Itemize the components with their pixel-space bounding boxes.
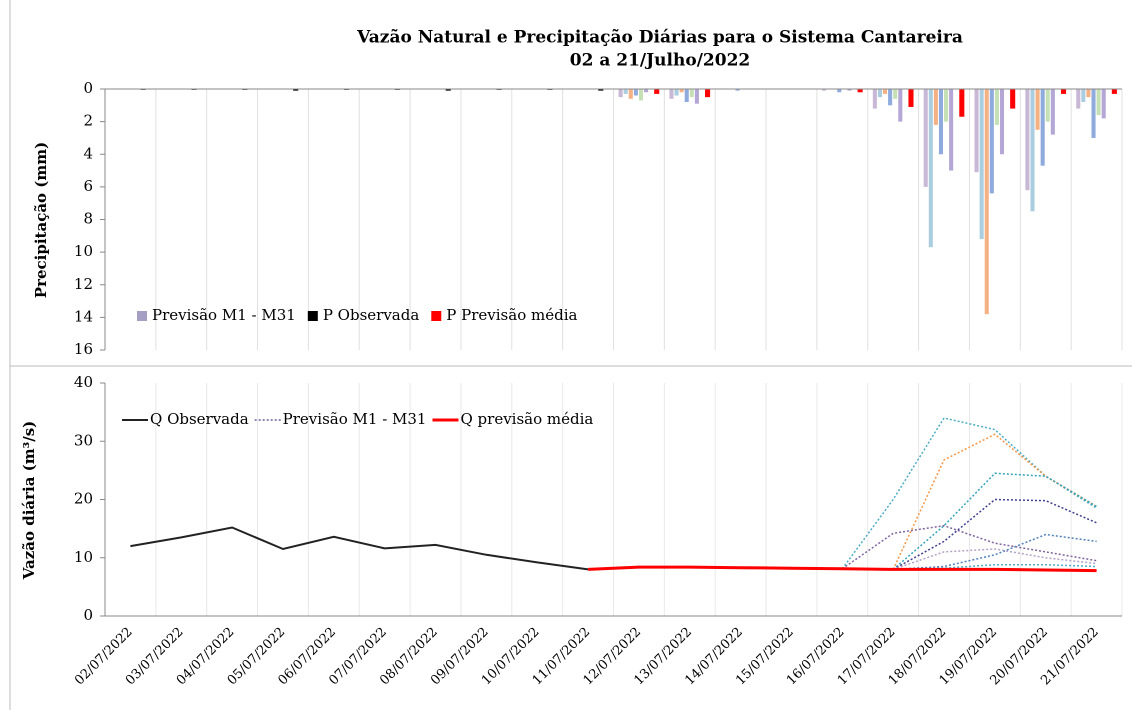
y-axis-label: Precipitação (mm) [32,142,50,298]
ensemble-line [892,472,1097,570]
bar [638,89,643,101]
bar [888,89,893,106]
bar [949,89,954,171]
bar [689,89,694,98]
legend-label: Q previsão média [460,410,593,428]
legend-swatch [431,311,442,321]
legend-swatch [307,311,318,321]
bar [1111,89,1117,94]
y-tick-label: 0 [83,79,93,97]
ensemble-line [841,524,1097,570]
bar [847,89,852,91]
bar [654,89,660,94]
legend-label: P Observada [323,306,420,324]
bar [933,89,938,125]
bar [694,89,699,104]
legend-label: Previsão M1 - M31 [152,306,296,324]
bar [979,89,984,240]
y-tick-label: 12 [74,275,93,293]
bar [837,89,842,93]
chart-subtitle: 02 a 21/Julho/2022 [570,51,750,71]
bar [857,89,863,93]
bar [445,89,451,91]
bar [1040,89,1045,166]
bar [1081,89,1086,103]
bar [1091,89,1096,138]
bar [994,89,999,125]
bar [974,89,979,173]
bar [1076,89,1081,109]
bar [669,89,674,99]
bar [674,89,679,96]
bar [928,89,933,248]
y-tick-label: 0 [83,606,93,624]
bar [938,89,944,155]
bar [1025,89,1030,191]
legend-label: Q Observada [150,410,249,428]
ensemble-line [892,548,1097,571]
bar [984,89,989,315]
bar [959,89,965,117]
bar [1101,89,1106,119]
y-tick-label: 2 [83,112,93,130]
bar [893,89,898,99]
bar [705,89,711,98]
bar [1050,89,1055,135]
bar [872,89,877,109]
y-tick-label: 40 [74,373,93,391]
bar [944,89,949,122]
y-tick-label: 30 [74,431,93,449]
y-tick-label: 16 [74,340,93,358]
ensemble-line [892,433,1097,570]
bar [598,89,604,91]
bar [623,89,628,94]
y-tick-label: 4 [83,144,93,162]
bar [883,89,888,94]
bar [1035,89,1040,130]
ensemble-line [892,498,1097,571]
bar [1030,89,1035,212]
bar [898,89,903,122]
chart-title: Vazão Natural e Precipitação Diárias par… [356,28,963,48]
y-tick-label: 10 [74,242,93,260]
bar [1096,89,1101,116]
bar [999,89,1005,155]
series-line [130,526,589,571]
bar [735,89,740,91]
bar [618,89,623,98]
bar [877,89,882,98]
legend-swatch [137,311,147,321]
y-tick-label: 14 [74,307,93,325]
bar [1086,89,1091,98]
bar [821,89,827,91]
bar [633,89,638,96]
bar [908,89,914,107]
bar [684,89,689,103]
bar [644,89,649,93]
y-tick-label: 6 [83,177,93,195]
legend-label: Previsão M1 - M31 [283,410,427,428]
y-tick-label: 8 [83,210,93,228]
bar [679,89,684,93]
ensemble-line [893,533,1097,571]
bar [989,89,994,194]
bar [628,89,633,99]
bar [293,89,299,91]
legend-label: P Previsão média [446,306,577,324]
bar [1045,89,1050,122]
bar [1010,89,1016,109]
series-line [588,565,1097,573]
y-tick-label: 10 [74,548,93,566]
y-tick-label: 20 [74,490,93,508]
bar [923,89,928,187]
bar [1060,89,1067,94]
y-axis-label: Vazão diária (m³/s) [20,421,38,580]
